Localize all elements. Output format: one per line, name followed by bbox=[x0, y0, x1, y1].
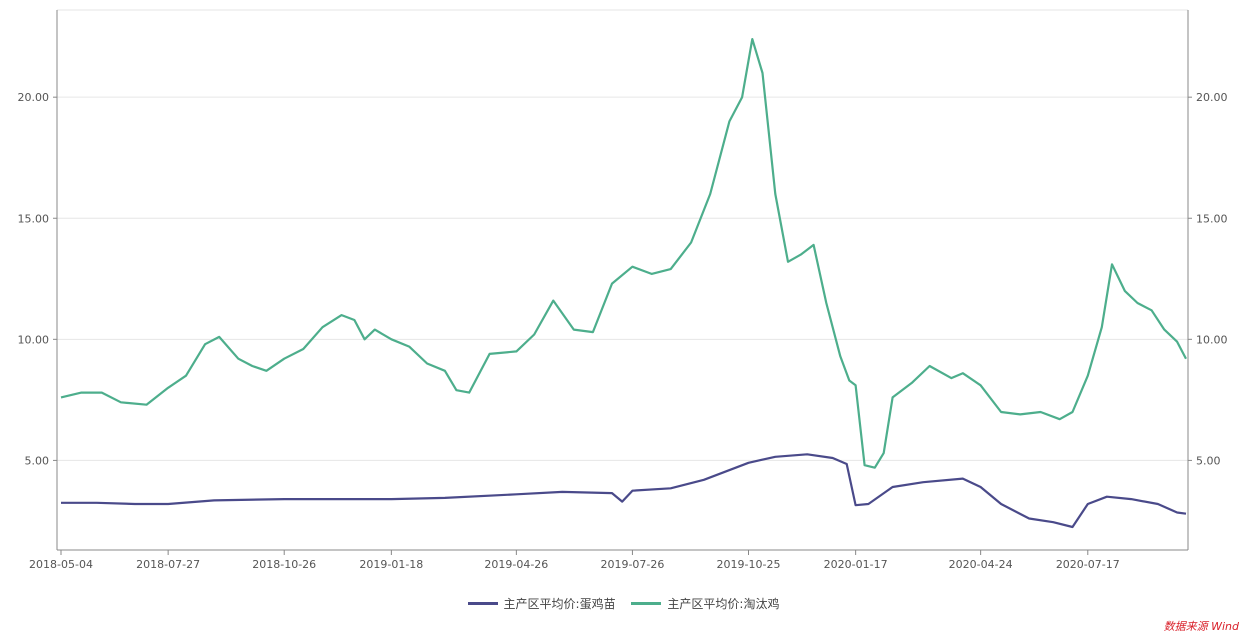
x-tick-label: 2018-07-27 bbox=[136, 558, 200, 571]
series-lines bbox=[60, 38, 1187, 529]
y-left-tick-label: 15.00 bbox=[18, 212, 50, 225]
legend: 主产区平均价:蛋鸡苗 主产区平均价:淘汰鸡 bbox=[0, 594, 1247, 612]
legend-item-culled-hen: 主产区平均价:淘汰鸡 bbox=[631, 595, 779, 612]
x-tick-label: 2019-10-25 bbox=[717, 558, 781, 571]
y-axis-left-ticks: 5.00 10.00 15.00 20.00 bbox=[18, 91, 57, 467]
axes bbox=[56, 10, 1189, 551]
legend-swatch-egg-chick bbox=[467, 602, 498, 605]
y-right-tick-label: 15.00 bbox=[1196, 212, 1228, 225]
y-right-tick-label: 20.00 bbox=[1196, 91, 1228, 104]
y-right-tick-label: 10.00 bbox=[1196, 333, 1228, 346]
x-axis-ticks: 2018-05-04 2018-07-27 2018-10-26 2019-01-18… bbox=[29, 550, 1120, 571]
data-source-note: 数据来源 Wind bbox=[1163, 620, 1239, 633]
series-line-egg-chick bbox=[61, 453, 1187, 529]
x-tick-label: 2019-01-18 bbox=[359, 558, 423, 571]
gridlines bbox=[57, 9, 1188, 461]
y-left-tick-label: 5.00 bbox=[25, 454, 50, 467]
x-tick-label: 2018-05-04 bbox=[29, 558, 93, 571]
y-axis-right-ticks: 5.00 10.00 15.00 20.00 bbox=[1188, 91, 1228, 467]
y-right-tick-label: 5.00 bbox=[1196, 454, 1221, 467]
y-left-tick-label: 10.00 bbox=[18, 333, 50, 346]
legend-item-egg-chick: 主产区平均价:蛋鸡苗 bbox=[467, 595, 616, 612]
legend-swatch-culled-hen bbox=[631, 602, 662, 605]
x-tick-label: 2019-04-26 bbox=[484, 558, 548, 571]
x-tick-label: 2019-07-26 bbox=[600, 558, 664, 571]
x-tick-label: 2020-01-17 bbox=[824, 558, 888, 571]
x-tick-label: 2020-04-24 bbox=[949, 558, 1013, 571]
series-line-culled-hen bbox=[60, 38, 1187, 469]
legend-label-egg-chick: 主产区平均价:蛋鸡苗 bbox=[503, 597, 616, 611]
y-left-tick-label: 20.00 bbox=[18, 91, 50, 104]
x-tick-label: 2020-07-17 bbox=[1056, 558, 1120, 571]
legend-label-culled-hen: 主产区平均价:淘汰鸡 bbox=[667, 597, 780, 611]
x-tick-label: 2018-10-26 bbox=[252, 558, 316, 571]
